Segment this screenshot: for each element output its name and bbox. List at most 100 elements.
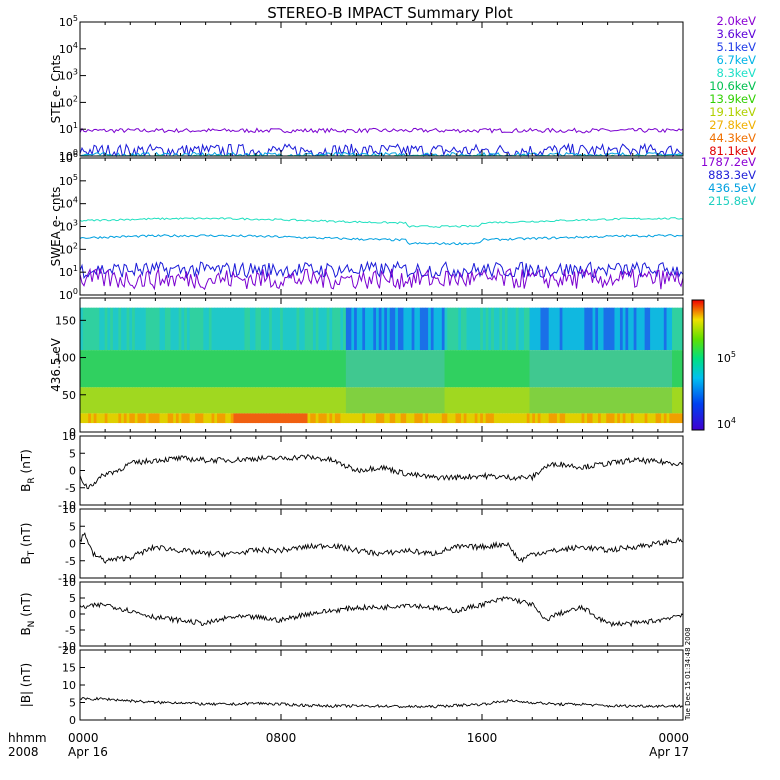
heatmap-cell <box>186 307 191 351</box>
heatmap-cell <box>663 413 668 424</box>
heatmap-cell <box>570 350 574 388</box>
heatmap-cell <box>238 387 243 414</box>
heatmap-cell <box>112 307 117 351</box>
heatmap-cell <box>156 307 160 351</box>
heatmap-cell <box>310 413 314 424</box>
heatmap-cell <box>184 413 188 424</box>
heatmap-cell <box>129 350 133 388</box>
heatmap-cell <box>373 307 377 351</box>
heatmap-cell <box>672 413 676 424</box>
heatmap-cell <box>455 413 459 424</box>
heatmap-cell <box>672 387 676 414</box>
heatmap-cell <box>329 413 333 424</box>
heatmap-cell <box>463 307 467 351</box>
heatmap-cell <box>428 307 432 351</box>
heatmap-cell <box>414 387 418 414</box>
heatmap-cell <box>669 413 673 424</box>
heatmap-cell <box>181 307 185 351</box>
heatmap-cell <box>502 387 506 414</box>
heatmap-cell <box>458 307 462 351</box>
heatmap-cell <box>630 350 635 388</box>
legend-entry: 44.3keV <box>709 131 756 145</box>
heatmap-cell <box>389 350 393 388</box>
heatmap-cell <box>625 413 629 424</box>
heatmap-cell <box>447 413 451 424</box>
heatmap-cell <box>581 387 585 414</box>
heatmap-cell <box>340 350 344 388</box>
y-tick-label: 10 <box>62 430 76 443</box>
heatmap-cell <box>140 413 144 424</box>
heatmap-cell <box>469 387 473 414</box>
heatmap-cell <box>436 413 440 424</box>
heatmap-cell <box>450 350 454 388</box>
heatmap-cell <box>524 387 528 414</box>
heatmap-cell <box>578 350 583 388</box>
heatmap-cell <box>485 350 489 388</box>
heatmap-cell <box>170 387 174 414</box>
heatmap-cell <box>417 350 421 388</box>
heatmap-cell <box>419 350 424 388</box>
heatmap-cell <box>433 350 437 388</box>
heatmap-cell <box>428 387 432 414</box>
heatmap-cell <box>408 350 413 388</box>
heatmap-cell <box>455 307 459 351</box>
heatmap-cell <box>537 387 541 414</box>
heatmap-cell <box>474 413 478 424</box>
heatmap-cell <box>559 350 563 388</box>
heatmap-cell <box>340 307 344 351</box>
heatmap-cell <box>145 387 150 414</box>
heatmap-cell <box>543 307 547 351</box>
heatmap-cell <box>518 387 522 414</box>
heatmap-cell <box>93 413 97 424</box>
heatmap-cell <box>600 350 605 388</box>
heatmap-cell <box>644 307 648 351</box>
heatmap-cell <box>321 413 325 424</box>
heatmap-cell <box>529 387 533 414</box>
heatmap-cell <box>408 413 413 424</box>
heatmap-cell <box>296 387 300 414</box>
heatmap-cell <box>619 307 624 351</box>
y-tick-label: 5 <box>69 520 76 533</box>
heatmap-cell <box>228 413 232 424</box>
heatmap-cell <box>655 387 659 414</box>
heatmap-cell <box>630 387 635 414</box>
heatmap-cell <box>524 413 528 424</box>
heatmap-cell <box>334 307 339 351</box>
heatmap-cell <box>293 307 298 351</box>
heatmap-cell <box>263 387 267 414</box>
heatmap-cell <box>134 307 139 351</box>
date-label: Apr 16 <box>68 745 108 759</box>
heatmap-cell <box>365 350 369 388</box>
y-tick-label: 105 <box>717 350 736 365</box>
heatmap-cell <box>611 413 615 424</box>
heatmap-cell <box>181 350 185 388</box>
heatmap-cell <box>151 307 155 351</box>
heatmap-cell <box>104 350 108 388</box>
heatmap-cell <box>625 307 629 351</box>
heatmap-cell <box>598 350 602 388</box>
heatmap-cell <box>551 307 555 351</box>
heatmap-cell <box>532 387 536 414</box>
heatmap-cell <box>348 387 352 414</box>
heatmap-cell <box>556 307 561 351</box>
heatmap-cell <box>636 413 640 424</box>
heatmap-cell <box>565 350 569 388</box>
heatmap-cell <box>507 307 511 351</box>
y-axis-label: SWEA e- cnts <box>49 187 63 267</box>
heatmap-cell <box>650 307 654 351</box>
heatmap-cell <box>488 307 492 351</box>
heatmap-cell <box>362 350 366 388</box>
series-line-2 <box>79 142 684 158</box>
heatmap-cell <box>115 350 119 388</box>
heatmap-cell <box>206 350 210 388</box>
heatmap-cell <box>195 413 199 424</box>
heatmap-cell <box>154 307 158 351</box>
heatmap-cell <box>121 413 125 424</box>
heatmap-cell <box>554 387 558 414</box>
heatmap-cell <box>123 413 128 424</box>
heatmap-cell <box>241 413 245 424</box>
heatmap-cell <box>156 387 160 414</box>
heatmap-cell <box>562 413 566 424</box>
heatmap-cell <box>603 307 607 351</box>
heatmap-cell <box>356 350 361 388</box>
